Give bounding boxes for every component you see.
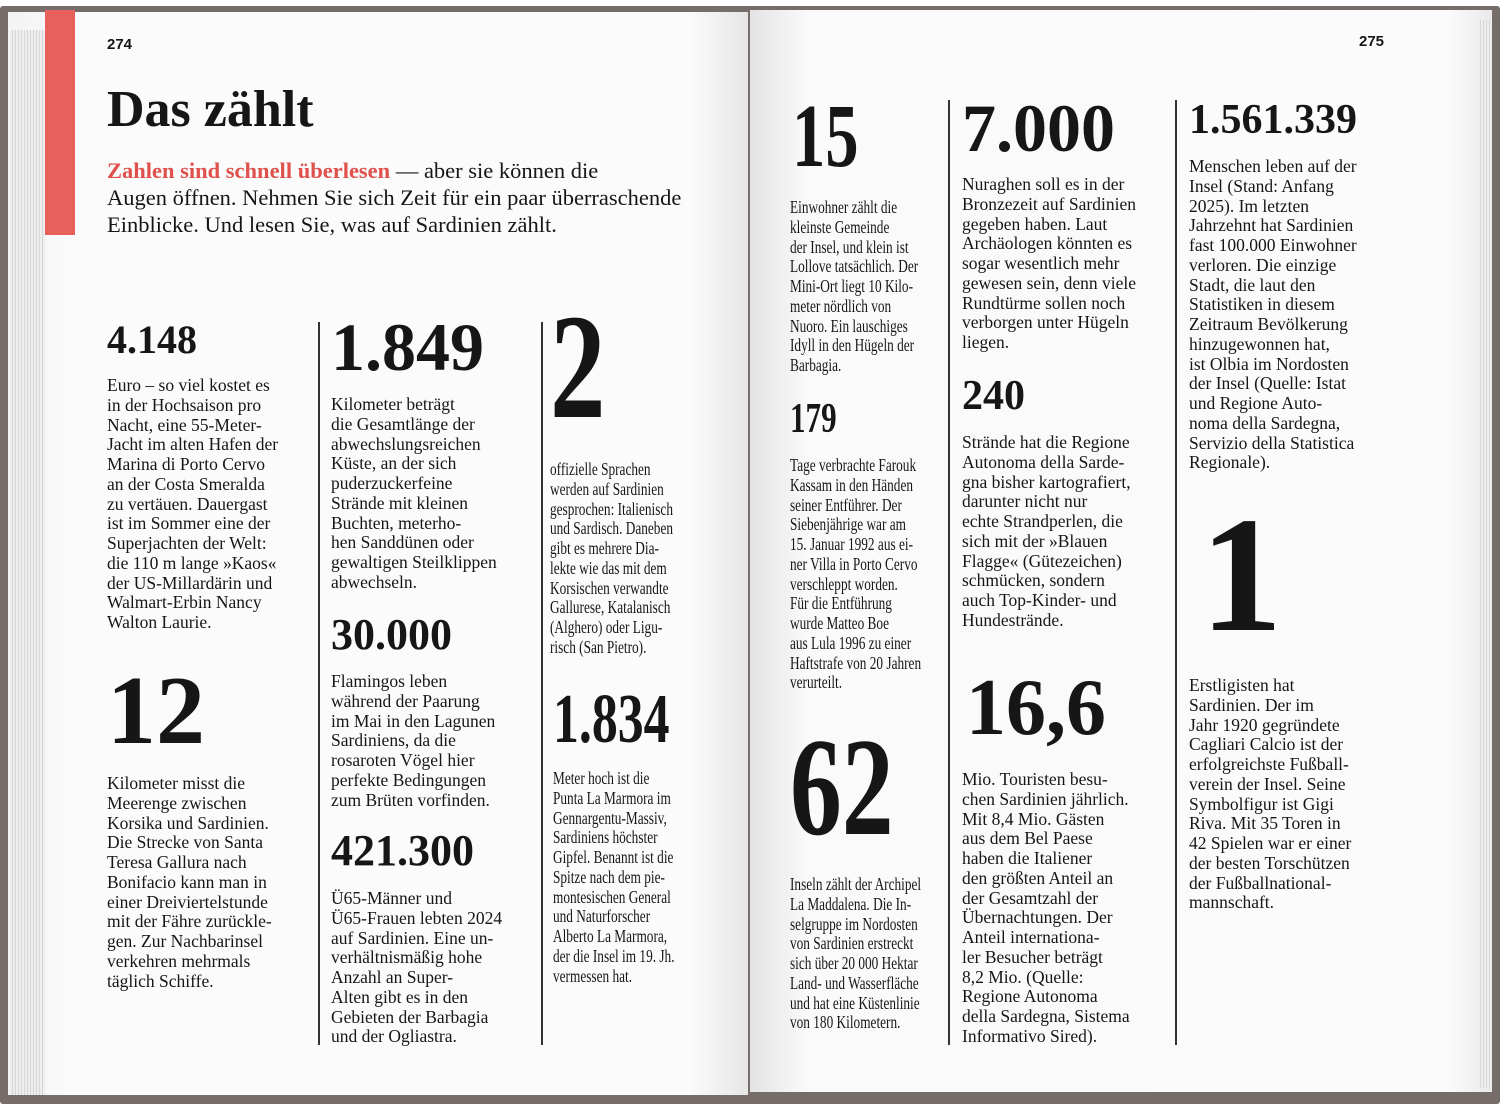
fact-text: Kilometer misst die Meerenge zwischen Ko…	[107, 773, 272, 991]
page-number-left: 274	[107, 36, 133, 53]
fact-text: Euro – so viel kostet es in der Hochsais…	[107, 375, 279, 632]
fact-text: Mio. Touristen besu- chen Sardinien jähr…	[962, 769, 1130, 1046]
fact-number: 16,6	[966, 664, 1106, 752]
fact-text: Inseln zählt der Archipel La Maddalena. …	[790, 874, 922, 1033]
fact-number: 179	[790, 396, 837, 442]
accent-bar	[45, 10, 75, 235]
column-divider	[541, 322, 543, 1045]
intro-highlight: Zahlen sind schnell überlesen	[107, 158, 391, 183]
fact-text: Ü65-Männer und Ü65-Frauen lebten 2024 au…	[331, 888, 503, 1047]
fact-text: offizielle Sprachen werden auf Sardinien…	[550, 459, 674, 657]
intro-paragraph: Zahlen sind schnell überlesen — aber sie…	[107, 157, 681, 238]
fact-number: 15	[792, 87, 859, 186]
fact-number: 62	[790, 710, 894, 865]
intro-text: — aber sie können die Augen öffnen. Nehm…	[107, 158, 682, 237]
fact-number: 2	[550, 284, 606, 450]
fact-number: 1.849	[331, 309, 484, 385]
column-divider	[318, 322, 320, 1045]
column-divider	[948, 100, 950, 1045]
fact-number: 240	[962, 373, 1025, 419]
fact-text: Flamingos leben während der Paarung im M…	[331, 671, 496, 810]
fact-number: 1.834	[553, 681, 670, 758]
fact-text: Meter hoch ist die Punta La Marmora im G…	[553, 768, 675, 986]
fact-number: 4.148	[107, 317, 197, 362]
fact-number: 7.000	[962, 90, 1115, 166]
fact-number: 1	[1200, 483, 1283, 666]
fact-text: Nuraghen soll es in der Bronzezeit auf S…	[962, 174, 1136, 352]
right-page-edges	[1478, 20, 1492, 1088]
fact-number: 30.000	[331, 610, 452, 659]
fact-number: 1.561.339	[1189, 97, 1357, 143]
fact-text: Einwohner zählt die kleinste Gemeinde de…	[790, 197, 919, 375]
right-page	[750, 10, 1492, 1092]
fact-text: Strände hat die Regione Autonoma della S…	[962, 432, 1131, 630]
fact-text: Kilometer beträgt die Gesamtlänge der ab…	[331, 394, 497, 592]
fact-text: Tage verbrachte Farouk Kassam in den Hän…	[790, 455, 922, 693]
left-page-edges	[10, 30, 45, 1095]
left-page	[8, 12, 748, 1095]
fact-text: Menschen leben auf der Insel (Stand: Anf…	[1189, 156, 1357, 473]
fact-text: Erstligisten hat Sardinien. Der im Jahr …	[1189, 675, 1352, 913]
page-title: Das zählt	[107, 81, 314, 138]
page-number-right: 275	[1359, 33, 1385, 50]
fact-number: 421.300	[331, 826, 474, 875]
column-divider	[1175, 100, 1177, 1045]
fact-number: 12	[107, 657, 205, 765]
